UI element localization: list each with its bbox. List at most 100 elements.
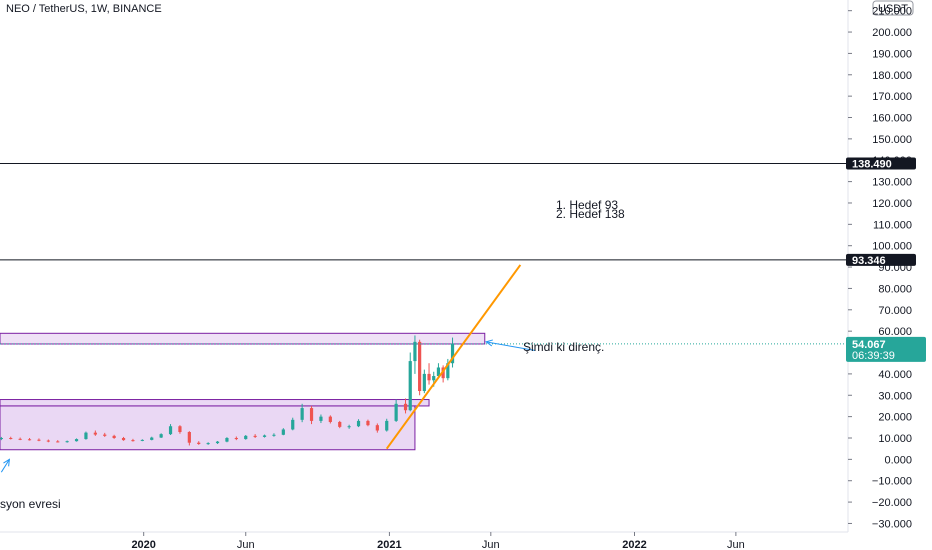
resistance-note: Şimdi ki direnç. [523,340,604,354]
x-tick-label-4: 2022 [622,539,646,550]
candle-body-47 [422,373,426,391]
candle-body-4 [37,439,41,441]
candle-body-53 [450,343,455,364]
candle-body-9 [84,432,88,440]
y-tick-label-5: 160.000 [872,113,912,125]
x-tick-label-0: 2020 [131,539,155,550]
candle-body-30 [281,429,285,435]
candle-body-44 [408,361,412,411]
arrow-notes [0,339,535,473]
candle-body-49 [432,376,436,381]
candle-body-20 [187,432,191,443]
chart-title: NEO / TetherUS, 1W, BINANCE [6,3,162,15]
candle-body-40 [375,425,379,431]
candle-body-3 [27,439,32,441]
candle-body-11 [103,434,107,436]
candle-body-37 [347,426,351,428]
candle-body-13 [121,437,126,441]
current-price-tag-text: 54.067 [852,339,886,351]
y-tick-label-10: 110.000 [873,219,912,231]
y-axis[interactable]: USDT 210.000 200.000 190.000 180.000 170.000… [846,0,926,532]
arrow-head-1 [3,458,11,467]
x-tick-label-5: Jun [727,539,745,550]
candle-body-29 [272,434,276,436]
arrow-line-0 [486,341,535,351]
currency-label: USDT [878,3,908,15]
level-93-tag [846,253,916,266]
candle-body-28 [262,435,267,437]
y-tick-label-2: 190.000 [872,48,912,60]
y-tick-label-3: 180.000 [872,70,912,82]
candle-body-42 [394,403,398,421]
candle-body-51 [441,367,445,379]
candle-body-33 [309,408,314,421]
countdown-text: 06:39:39 [852,350,895,362]
candle-body-50 [436,367,441,377]
candle-body-39 [366,420,370,426]
candle-body-31 [291,419,295,430]
candle-body-17 [159,434,163,438]
y-tick-label-14: 70.000 [878,305,912,317]
current-price-tag [846,336,926,362]
candle-body-41 [385,420,389,431]
candle-body-14 [131,440,135,442]
candle-body-45 [413,341,417,362]
consolidation-box-main [0,405,416,451]
candle-body-7 [65,441,69,443]
y-tick-label-1: 200.000 [872,27,912,39]
candle-body-25 [234,437,238,440]
y-axis-ticks: 210.000 200.000 190.000 180.000 170.000 160.0… [848,6,912,530]
y-tick-label-20: 10.000 [878,433,912,445]
candle-body-15 [140,439,144,441]
y-tick-label-9: 120.000 [872,198,912,210]
candle-body-18 [168,426,173,435]
y-tick-label-4: 170.000 [872,91,912,103]
y-tick-label-18: 30.000 [878,390,912,402]
y-tick-label-19: 20.000 [878,412,912,424]
candlestick-series [0,335,455,446]
candle-body-36 [338,421,342,427]
candle-body-23 [215,441,220,444]
phase-note: syon evresi [0,497,61,511]
candle-body-22 [206,443,210,445]
y-tick-label-13: 80.000 [878,283,912,295]
y-tick-label-24: −30.000 [872,518,912,530]
candle-body-43 [403,403,408,411]
consolidation-box-top [0,399,430,407]
y-tick-label-6: 150.000 [872,134,912,146]
x-tick-label-3: Jun [482,539,500,550]
candle-body-35 [328,416,332,422]
y-tick-label-15: 60.000 [878,326,912,338]
level-138-tag [846,157,916,170]
candle-body-38 [356,420,361,427]
y-tick-label-8: 130.000 [872,177,912,189]
candle-body-52 [446,363,450,379]
candle-body-1 [9,437,13,439]
candle-body-27 [253,435,257,437]
resistance-zone-box [0,332,486,345]
candle-body-0 [0,437,3,440]
candle-body-34 [319,416,323,421]
candle-body-48 [427,373,431,381]
y-tick-label-23: −20.000 [872,497,912,509]
x-axis-ticks: 2020 Jun 2021 Jun 2022 Jun [131,532,745,550]
candle-body-46 [418,341,422,391]
candle-body-10 [93,432,97,435]
arrow-line-1 [0,459,10,473]
candle-body-21 [197,442,201,444]
candle-body-8 [74,439,79,442]
currency-badge[interactable] [872,0,914,16]
level-138-tag-text: 138.490 [852,158,892,170]
plot-area[interactable] [0,162,848,473]
candle-body-2 [18,438,22,440]
x-axis[interactable]: 2020 Jun 2021 Jun 2022 Jun [0,531,848,550]
y-tick-label-17: 40.000 [878,369,912,381]
candle-body-19 [178,426,182,433]
target-note-line2: 2. Hedef 138 [556,207,625,221]
support-trendline [385,264,522,450]
candle-body-26 [244,435,248,440]
candle-body-24 [225,437,229,442]
y-tick-label-21: 0.000 [884,454,912,466]
candle-body-6 [56,441,60,443]
